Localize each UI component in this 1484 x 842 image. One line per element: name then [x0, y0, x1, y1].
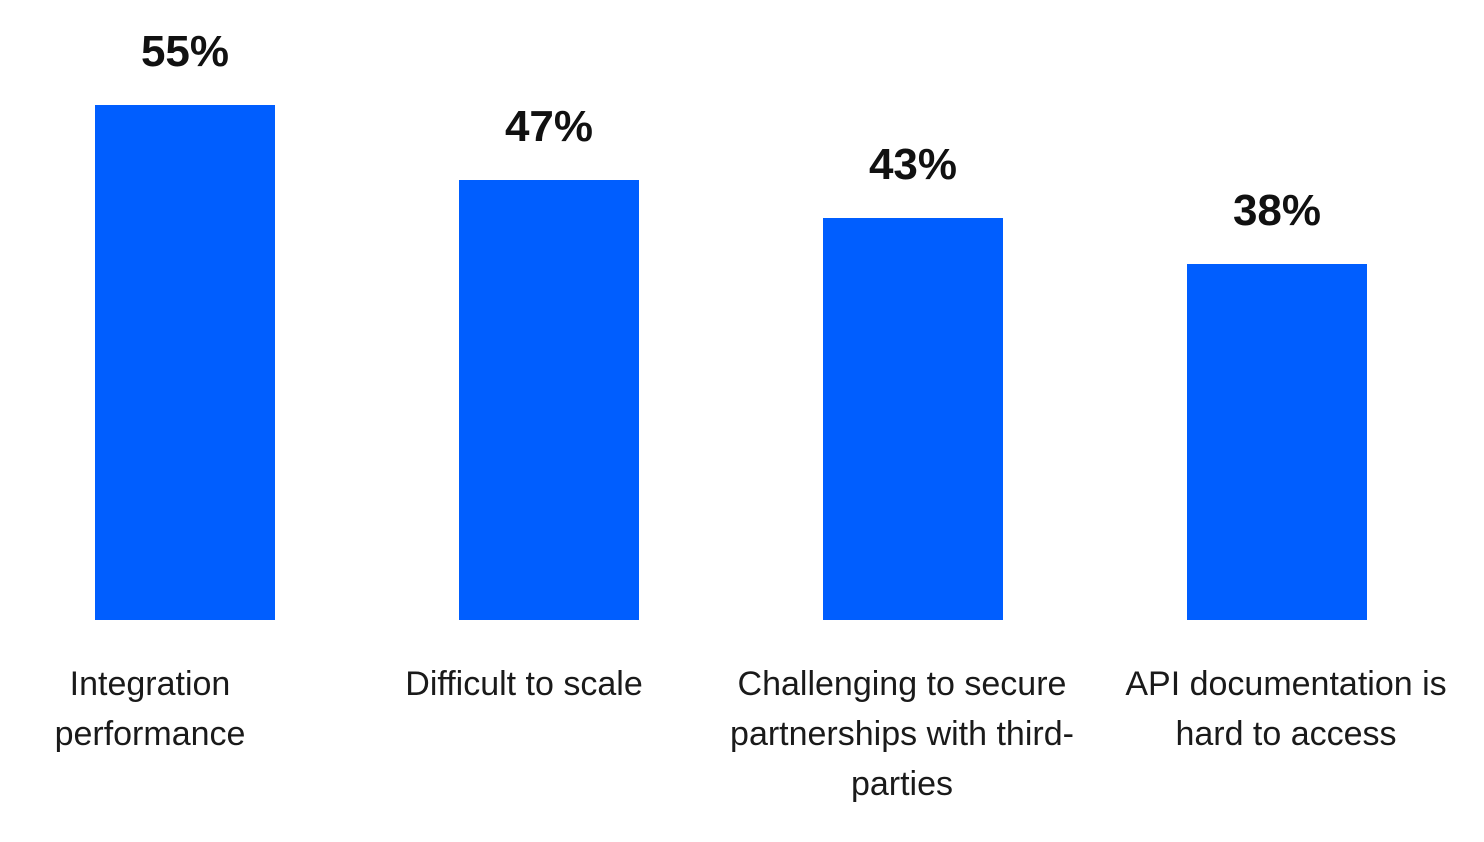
value-label: 43%	[868, 139, 958, 189]
bar	[459, 180, 639, 620]
bar	[823, 217, 1003, 620]
category-label: Difficult to scale	[405, 665, 643, 703]
category-label: Integration performance	[54, 665, 246, 753]
value-label: 55%	[140, 27, 230, 77]
category-label: API documentation is hard to access	[1125, 665, 1447, 753]
value-label: 38%	[1232, 186, 1322, 236]
category-label: Challenging to secure partnerships with …	[730, 665, 1074, 803]
bar	[1187, 264, 1367, 620]
value-label: 47%	[504, 102, 594, 152]
bar	[95, 105, 275, 620]
